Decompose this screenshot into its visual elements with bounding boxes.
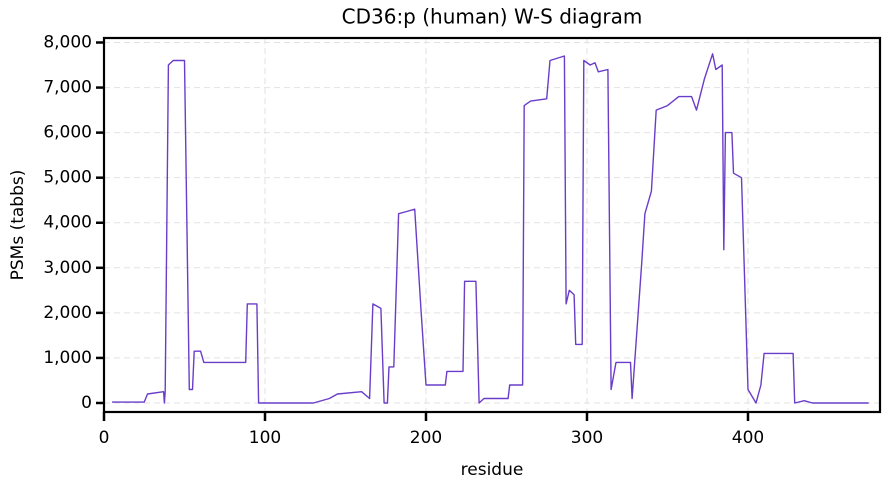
y-tick-label: 1,000 — [43, 348, 92, 368]
chart-title: CD36:p (human) W-S diagram — [342, 5, 643, 29]
x-axis-label: residue — [461, 460, 524, 480]
x-tick-label: 300 — [571, 428, 603, 448]
y-tick-label: 7,000 — [43, 78, 92, 98]
data-line — [112, 53, 869, 404]
y-tick-label: 2,000 — [43, 303, 92, 323]
y-axis-label: PSMs (tabbs) — [8, 170, 28, 281]
y-tick-label: 8,000 — [43, 33, 92, 53]
plot-frame — [102, 36, 882, 414]
y-tick-label: 6,000 — [43, 123, 92, 143]
y-tick-label: 5,000 — [43, 168, 92, 188]
x-tick-label: 0 — [99, 428, 110, 448]
y-tick-label: 0 — [81, 393, 92, 413]
y-tick-label: 4,000 — [43, 213, 92, 233]
x-tick-label: 100 — [249, 428, 281, 448]
x-tick-label: 200 — [410, 428, 442, 448]
x-tick-label: 400 — [732, 428, 764, 448]
y-tick-label: 3,000 — [43, 258, 92, 278]
